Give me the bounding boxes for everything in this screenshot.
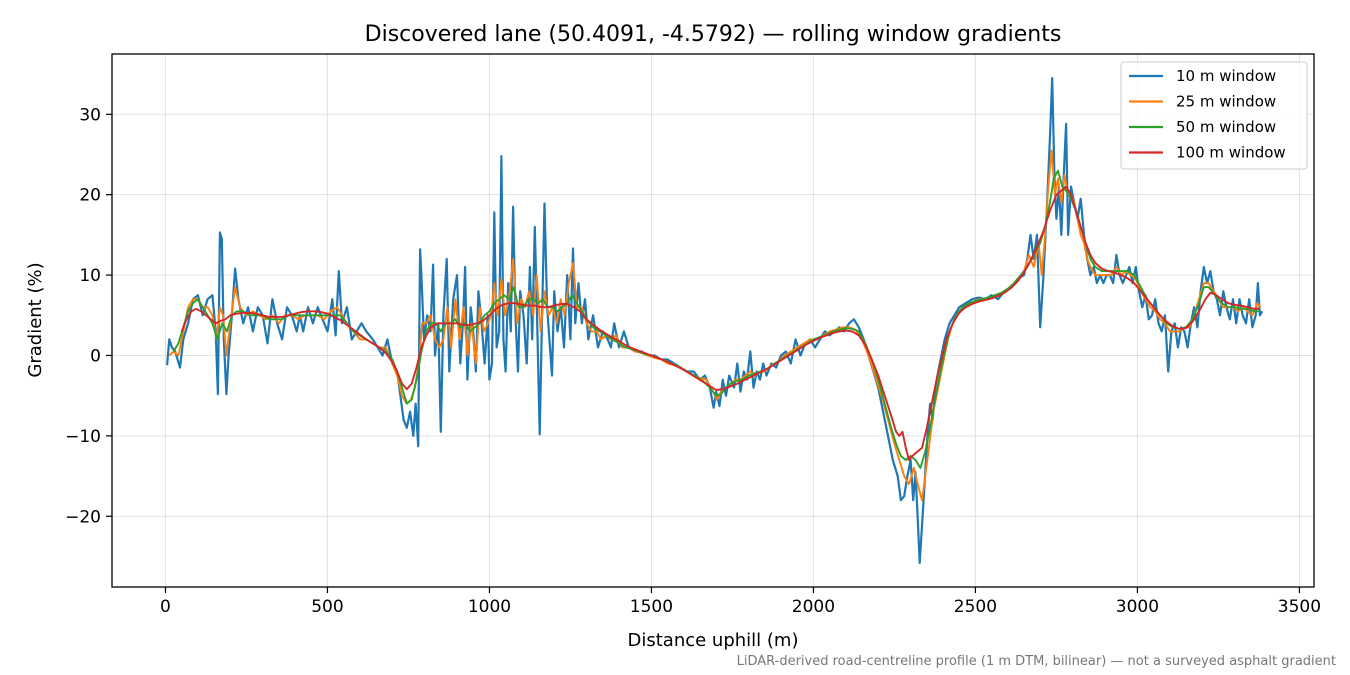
plot-frame: [111, 53, 1315, 588]
y-tick-label: 0: [90, 346, 101, 366]
x-tick-label: 0: [160, 597, 171, 617]
series-line-10-m-window: [166, 77, 1264, 564]
series-lines: [166, 77, 1264, 564]
legend-label: 10 m window: [1176, 67, 1276, 85]
legend-label: 100 m window: [1176, 144, 1286, 162]
x-tick-label: 1500: [630, 597, 673, 617]
y-tick-label: 20: [79, 186, 101, 206]
y-axis-label: Gradient (%): [25, 262, 46, 377]
x-tick-label: 500: [311, 597, 343, 617]
y-tick-label: −20: [65, 507, 101, 527]
legend: 10 m window 25 m window 50 m window 100 m w…: [1120, 61, 1308, 170]
x-tick-label: 1000: [468, 597, 511, 617]
grid: [112, 54, 1314, 587]
x-tick-label: 2500: [954, 597, 997, 617]
axis-ticks: 0 500 1000 1500 2000 2500 3000 3500 −20 −10 0 10 20 3…: [65, 105, 1321, 617]
x-tick-label: 3000: [1116, 597, 1159, 617]
x-tick-label: 2000: [792, 597, 835, 617]
x-tick-label: 3500: [1278, 597, 1321, 617]
x-axis-label: Distance uphill (m): [628, 630, 799, 651]
legend-label: 25 m window: [1176, 93, 1276, 111]
series-line-25-m-window: [168, 149, 1262, 502]
series-line-100-m-window: [180, 185, 1259, 461]
y-tick-label: 10: [79, 266, 101, 286]
chart-title: Discovered lane (50.4091, -4.5792) — rol…: [365, 22, 1062, 47]
y-tick-label: 30: [79, 105, 101, 125]
legend-label: 50 m window: [1176, 118, 1276, 136]
footnote: LiDAR-derived road-centreline profile (1…: [737, 654, 1336, 669]
y-tick-label: −10: [65, 427, 101, 447]
legend-box: [1120, 61, 1308, 170]
